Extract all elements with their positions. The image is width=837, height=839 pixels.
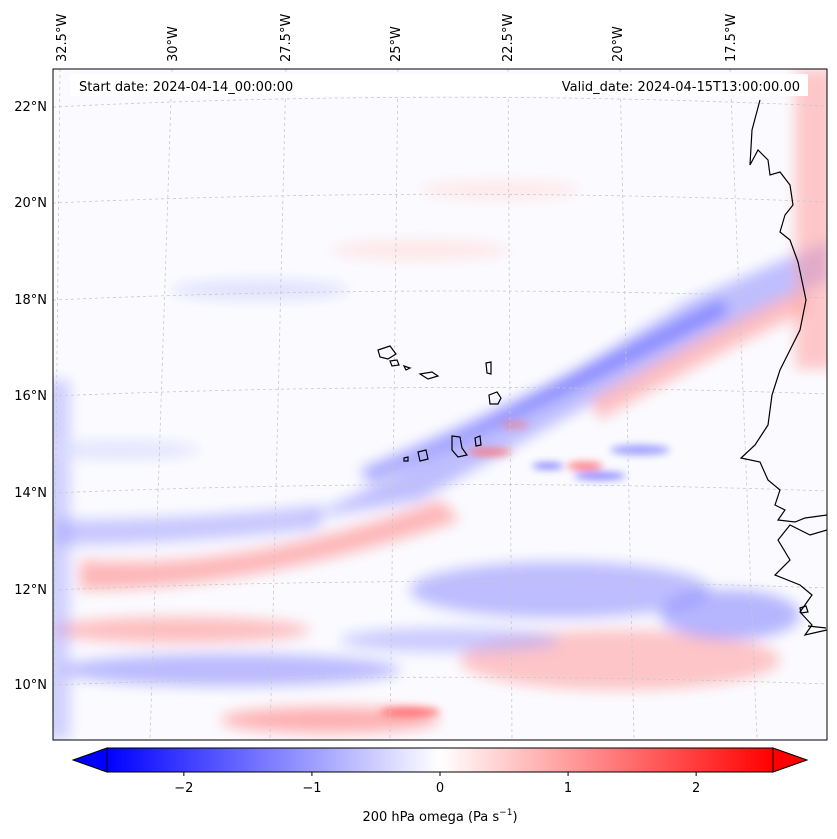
cape-verde-santiago (451, 435, 469, 458)
omega-band-blue-west (55, 505, 320, 545)
cape-verde-sal (485, 361, 492, 375)
lat-label-10N: 10°N (14, 678, 47, 693)
cape-verde-santo-antao (377, 345, 397, 360)
coastlines (377, 99, 827, 636)
omega-cell-blue-2 (574, 472, 626, 480)
valid-date-label: Valid_date: 2024-04-15T13:00:00.00 (562, 80, 800, 95)
parallel-18N (53, 290, 827, 301)
parallel-14N (53, 484, 827, 494)
parallel-20N (53, 193, 827, 204)
header-band (70, 74, 808, 96)
map-frame (52, 68, 828, 741)
omega-cells (380, 422, 670, 717)
colorbar-label-exponent: −1 (499, 808, 512, 818)
colorbar-extend-max (772, 747, 809, 773)
parallel-12N (53, 581, 827, 591)
latitude-labels: 22°N 20°N 18°N 16°N 14°N 12°N 10°N (14, 100, 47, 693)
lat-label-18N: 18°N (14, 293, 47, 308)
meridian-17.5W (729, 69, 758, 740)
colorbar-ticks: −2 −1 0 1 2 (174, 772, 700, 796)
parallel-10N (53, 676, 827, 686)
lat-label-12N: 12°N (14, 583, 47, 598)
omega-blob-blue-s3 (660, 590, 800, 640)
meridian-27.5W (269, 69, 287, 740)
omega-band-red-sw (80, 500, 460, 590)
africa-coastline (739, 99, 827, 523)
omega-east-edge-red (795, 69, 827, 369)
omega-cell-red-2 (567, 462, 603, 470)
omega-west-edge (53, 380, 70, 740)
colorbar-tick-label: −1 (302, 781, 321, 796)
cape-verde-sao-vicente (389, 359, 400, 367)
omega-cell-blue-3 (610, 445, 670, 455)
colorbar-extend-min (71, 747, 108, 773)
start-date-label: Start date: 2024-04-14_00:00:00 (79, 80, 293, 95)
longitude-labels: 32.5°W 30°W 27.5°W 25°W 22.5°W 20°W 17.5… (55, 14, 739, 62)
cape-verde-santa-luzia (402, 364, 412, 371)
lat-label-14N: 14°N (14, 486, 47, 501)
colorbar-tick-label: 2 (692, 781, 700, 796)
parallel-16N (53, 387, 827, 397)
colorbar: −2 −1 0 1 2 200 hPa omega (Pa s−1) (71, 747, 809, 825)
omega-faint-blue-n1 (170, 280, 350, 300)
lon-label-17.5W: 17.5°W (724, 14, 739, 62)
bijagos-islands (799, 605, 827, 629)
colorbar-label-main: 200 hPa omega (Pa s (362, 810, 499, 825)
colorbar-body (106, 747, 774, 773)
colorbar-label: 200 hPa omega (Pa s−1) (362, 808, 517, 825)
africa-coastline-south (773, 524, 827, 636)
meridian-22.5W (507, 69, 513, 740)
cape-verde-boa-vista (488, 391, 502, 405)
omega-cell-red-3 (501, 422, 529, 428)
meridian-32.5W (53, 69, 61, 740)
lon-label-27.5W: 27.5°W (279, 14, 294, 62)
omega-cell-blue-1 (532, 463, 564, 469)
meridian-20W (619, 69, 635, 740)
lon-label-20W: 20°W (611, 26, 626, 62)
omega-blob-red-s1 (53, 617, 310, 643)
cape-verde-sao-nicolau (418, 371, 440, 380)
cape-verde-maio (474, 435, 482, 447)
lon-label-25W: 25°W (389, 26, 404, 62)
cape-verde-brava (403, 456, 409, 462)
colorbar-tick-label: 0 (436, 781, 444, 796)
lat-label-20N: 20°N (14, 196, 47, 211)
colorbar-tick-label: 1 (564, 781, 572, 796)
lat-label-16N: 16°N (14, 389, 47, 404)
omega-cell-red-4 (380, 707, 440, 717)
map-panel (53, 69, 827, 740)
omega-faint-red-n2 (420, 181, 580, 199)
omega-blob-blue-s2 (410, 562, 710, 618)
meridian-25W (389, 69, 399, 740)
lon-label-22.5W: 22.5°W (501, 14, 516, 62)
graticule (53, 69, 827, 740)
omega-cell-red-1 (468, 448, 512, 456)
meridian-30W (149, 69, 173, 740)
omega-band-red-east (590, 290, 810, 420)
colorbar-label-close: ) (512, 810, 517, 825)
lat-label-22N: 22°N (14, 100, 47, 115)
lon-label-30W: 30°W (166, 26, 181, 62)
omega-blob-blue-s1 (60, 654, 400, 686)
parallel-22N (53, 96, 827, 108)
cape-verde-fogo (417, 449, 429, 462)
colorbar-tick-label: −2 (174, 781, 193, 796)
lon-label-32.5W: 32.5°W (55, 14, 70, 62)
omega-faint-red-n1 (330, 240, 510, 260)
omega-faint-blue-n2 (53, 441, 200, 459)
omega-blob-blue-s4 (340, 628, 560, 652)
